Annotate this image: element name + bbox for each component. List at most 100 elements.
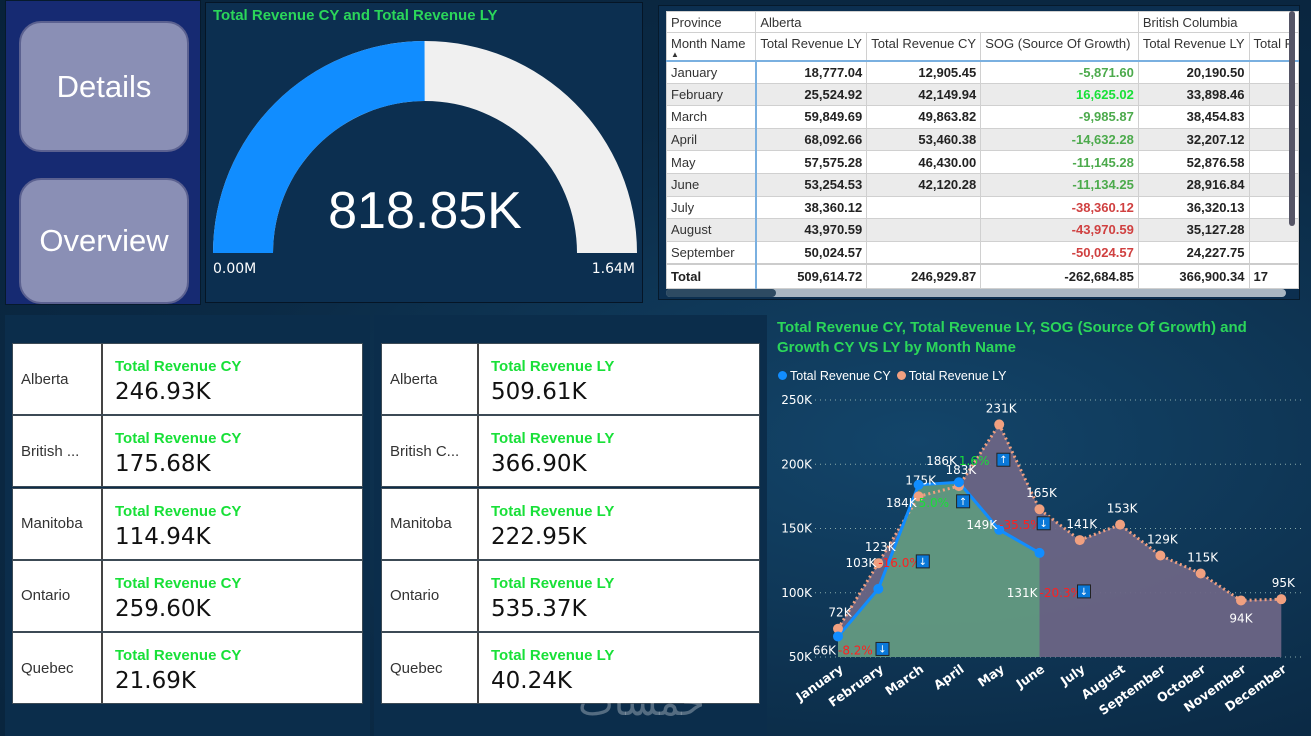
cell-ly: 57,575.28	[755, 150, 868, 174]
table-row[interactable]: March 59,849.69 49,863.82 -9,985.87 38,454.8…	[665, 105, 1299, 129]
table-row[interactable]: July 38,360.12 -38,360.12 36,320.13	[665, 195, 1299, 220]
legend-item-ly[interactable]: Total Revenue LY	[896, 369, 1007, 383]
ly-data-label: 115K	[1187, 550, 1219, 564]
table-row[interactable]: August 43,970.59 -43,970.59 35,127.28	[665, 218, 1299, 242]
ly-data-label: 95K	[1272, 576, 1296, 590]
group-header: Alberta	[755, 11, 1139, 33]
table-row[interactable]: June 53,254.53 42,120.28 -11,134.25 28,916.8…	[665, 172, 1299, 197]
table-row[interactable]: February 25,524.92 42,149.94 16,625.02 33,89…	[665, 82, 1299, 107]
cell-month: May	[665, 150, 757, 174]
cell-month: September	[665, 240, 757, 265]
card-title: Total Revenue LY	[491, 574, 615, 592]
ly-point	[1195, 568, 1206, 579]
province-label: Alberta	[382, 344, 479, 414]
cell-ly: 68,092.66	[755, 127, 868, 152]
card-title: Total Revenue CY	[115, 647, 242, 665]
horizontal-scrollbar[interactable]	[666, 289, 1286, 297]
ly-data-label: 129K	[1147, 532, 1179, 546]
card-value: 40.24K	[491, 668, 572, 695]
arrow-up-icon	[996, 452, 1011, 467]
cy-point	[913, 479, 924, 490]
group-header: British Columbia	[1137, 11, 1300, 33]
column-header[interactable]: Total Revenue CY	[866, 32, 982, 62]
province-card[interactable]: British C... Total Revenue LY 366.90K	[381, 415, 760, 488]
cell-sog: -50,024.57	[980, 240, 1139, 265]
cell-cy	[866, 240, 982, 265]
ly-data-label: 141K	[1066, 517, 1098, 531]
cell-bc_ly: 52,876.58	[1137, 150, 1250, 174]
card-value: 175.68K	[115, 451, 211, 478]
arrow-down-icon: ↓	[919, 557, 927, 568]
cell-ly: 18,777.04	[755, 60, 868, 84]
province-card[interactable]: Alberta Total Revenue CY 246.93K	[12, 343, 363, 415]
cell-cy: 53,460.38	[866, 127, 982, 152]
province-card[interactable]: British ... Total Revenue CY 175.68K	[12, 415, 363, 488]
overview-button[interactable]: Overview	[19, 178, 189, 304]
month-header[interactable]: Month Name ▲	[665, 32, 757, 62]
growth-label: -16.0%	[878, 556, 920, 570]
x-tick-label: May	[975, 661, 1007, 690]
cell-bc_ly: 38,454.83	[1137, 105, 1250, 129]
cell-cy: 42,149.94	[866, 82, 982, 107]
province-card[interactable]: Quebec Total Revenue LY 40.24K	[381, 632, 760, 705]
cell-bc_ly: 20,190.50	[1137, 60, 1250, 84]
cell-sog: -5,871.60	[980, 60, 1139, 84]
nav-panel: Details Overview	[5, 0, 201, 305]
revenue-matrix: Province Alberta British Columbia Month Na…	[665, 11, 1300, 290]
table-row[interactable]: September 50,024.57 -50,024.57 24,227.75	[665, 240, 1299, 265]
column-header[interactable]: SOG (Source Of Growth)	[980, 32, 1139, 62]
column-header[interactable]: Total Revenue LY	[1137, 32, 1250, 62]
card-value: 366.90K	[491, 451, 587, 478]
matrix-panel: Province Alberta British Columbia Month Na…	[658, 5, 1300, 300]
column-header[interactable]: Total Revenue LY	[755, 32, 868, 62]
ly-point	[1236, 595, 1246, 606]
ly-point	[833, 623, 843, 634]
cell-month: March	[665, 105, 757, 129]
vertical-scrollbar[interactable]	[1289, 11, 1295, 226]
cy-point	[953, 477, 964, 488]
arrow-down-icon	[915, 554, 930, 569]
ly-point	[1034, 504, 1045, 515]
province-card[interactable]: Manitoba Total Revenue LY 222.95K	[381, 487, 760, 560]
cell-sog: -38,360.12	[980, 195, 1139, 220]
arrow-down-icon	[1077, 584, 1091, 599]
gauge-fill	[213, 41, 425, 253]
province-card[interactable]: Ontario Total Revenue CY 259.60K	[12, 559, 363, 632]
province-card[interactable]: Quebec Total Revenue CY 21.69K	[12, 632, 363, 705]
gauge-title: Total Revenue CY and Total Revenue LY	[213, 7, 498, 24]
ly-point	[873, 558, 884, 569]
table-row[interactable]: May 57,575.28 46,430.00 -11,145.28 52,876.58	[665, 150, 1299, 174]
cell-month: August	[665, 218, 757, 242]
arrow-up-icon: ↑	[999, 455, 1007, 466]
growth-label: 1.6%	[959, 454, 990, 468]
gauge-value: 818.85K	[328, 182, 522, 240]
cell-ly: 38,360.12	[755, 195, 868, 220]
arrow-down-icon	[1036, 516, 1051, 531]
legend-item-cy[interactable]: Total Revenue CY	[778, 369, 891, 383]
card-value: 114.94K	[115, 523, 211, 550]
table-row[interactable]: January 18,777.04 12,905.45 -5,871.60 20,190…	[665, 60, 1299, 84]
card-value: 509.61K	[491, 379, 587, 405]
card-title: Total Revenue CY	[115, 502, 242, 520]
province-card[interactable]: Ontario Total Revenue LY 535.37K	[381, 559, 760, 632]
cy-data-label: 103K	[846, 556, 878, 570]
chart-title: Total Revenue CY, Total Revenue LY, SOG …	[777, 319, 1247, 356]
details-button[interactable]: Details	[19, 21, 189, 152]
cell-month: June	[665, 172, 757, 197]
cy-data-label: 66K	[813, 643, 837, 657]
x-tick-label: March	[882, 661, 926, 698]
y-tick-label: 200K	[781, 457, 813, 471]
cell-x	[1248, 172, 1299, 197]
cell-bc_ly: 35,127.28	[1137, 218, 1250, 242]
province-card[interactable]: Alberta Total Revenue LY 509.61K	[381, 343, 760, 415]
table-row[interactable]: April 68,092.66 53,460.38 -14,632.28 32,207.…	[665, 127, 1299, 152]
card-value: 222.95K	[491, 523, 587, 550]
cell-sog: -11,145.28	[980, 150, 1139, 174]
card-title: Total Revenue CY	[115, 358, 242, 375]
province-card[interactable]: Manitoba Total Revenue CY 114.94K	[12, 487, 363, 560]
arrow-down-icon	[875, 641, 890, 656]
cy-area	[838, 482, 1040, 657]
cy-point	[994, 524, 1005, 535]
card-value: 246.93K	[115, 379, 211, 405]
ly-point	[1276, 594, 1287, 605]
